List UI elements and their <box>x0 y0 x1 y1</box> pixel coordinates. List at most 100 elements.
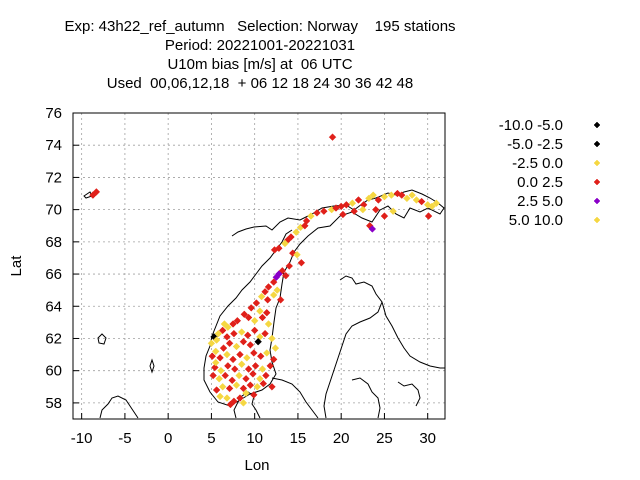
station-marker <box>211 363 219 372</box>
station-marker <box>235 371 243 380</box>
station-marker <box>230 329 238 338</box>
legend-marker <box>593 140 601 148</box>
station-marker <box>273 286 281 294</box>
grid-lines <box>73 112 445 419</box>
station-marker <box>387 191 396 199</box>
station-marker <box>297 259 306 267</box>
coastline-sweden-south <box>271 377 319 419</box>
station-marker <box>92 188 101 196</box>
legend-marker <box>593 216 601 224</box>
station-marker <box>256 374 264 383</box>
legend-label: 2.5 5.0 <box>517 193 563 210</box>
legend-marker <box>593 197 601 205</box>
station-marker <box>268 383 276 391</box>
station-marker <box>261 329 269 338</box>
station-marker <box>350 207 358 215</box>
station-marker <box>257 292 266 301</box>
station-marker <box>271 344 280 352</box>
station-marker <box>328 133 337 141</box>
x-tick-label: 0 <box>164 430 172 447</box>
station-marker <box>372 205 380 214</box>
y-tick-label: 66 <box>45 266 62 283</box>
station-marker <box>242 389 250 397</box>
station-marker <box>207 339 216 348</box>
y-tick-label: 74 <box>45 137 62 154</box>
station-marker <box>225 384 234 393</box>
y-tick-label: 64 <box>45 298 62 315</box>
station-marker <box>354 196 363 204</box>
station-marker <box>225 339 234 348</box>
x-tick-label: -10 <box>71 430 93 447</box>
station-marker <box>359 205 367 214</box>
station-marker <box>247 304 255 312</box>
station-marker <box>239 384 248 393</box>
station-marker <box>229 320 237 328</box>
x-tick-label: 5 <box>207 430 215 447</box>
station-marker <box>250 391 258 399</box>
station-marker <box>232 342 241 351</box>
y-tick-label: 58 <box>45 395 62 412</box>
station-marker <box>412 196 421 204</box>
x-tick-label: 10 <box>246 430 263 447</box>
station-marker <box>301 221 309 230</box>
station-marker <box>293 250 301 259</box>
station-marker <box>254 337 262 346</box>
station-marker <box>276 296 285 304</box>
station-marker <box>369 191 377 199</box>
station-marker <box>263 308 271 317</box>
coastline-norway <box>203 189 445 407</box>
station-marker <box>269 278 278 286</box>
station-marker <box>253 383 262 391</box>
station-marker <box>246 341 255 349</box>
legend-label: -2.5 0.0 <box>512 155 563 172</box>
station-marker <box>208 352 217 360</box>
coastline-shetland <box>149 358 155 374</box>
station-marker <box>292 228 300 236</box>
station-marker <box>256 307 264 315</box>
station-marker <box>272 273 281 282</box>
station-marker <box>243 354 251 362</box>
title-line-1: Exp: 43h22_ref_autumn Selection: Norway … <box>64 18 456 35</box>
station-marker <box>262 371 270 380</box>
station-marker <box>244 313 253 322</box>
station-marker <box>282 271 290 280</box>
station-marker <box>224 362 232 370</box>
coastline-faroe <box>97 333 107 345</box>
plot-title: Exp: 43h22_ref_autumn Selection: Norway … <box>0 17 520 93</box>
station-marker <box>237 360 246 368</box>
y-tick-label: 60 <box>45 363 62 380</box>
station-marker <box>211 358 220 367</box>
legend-label: -5.0 -2.5 <box>507 136 563 153</box>
x-axis-ticks: -10 -5 0 5 10 15 20 25 30 <box>71 413 436 447</box>
station-marker <box>258 365 267 373</box>
station-marker <box>389 207 397 215</box>
x-tick-label: -5 <box>118 430 131 447</box>
station-marker <box>342 201 351 209</box>
station-marker <box>263 296 272 304</box>
station-marker <box>285 262 294 270</box>
y-tick-label: 72 <box>45 169 62 186</box>
coastline-estonia <box>397 381 421 407</box>
station-marker <box>251 362 260 370</box>
station-marker <box>216 392 224 401</box>
station-marker <box>221 371 230 380</box>
y-tick-label: 62 <box>45 330 62 347</box>
station-marker <box>417 197 426 206</box>
station-marker <box>249 370 257 378</box>
station-marker <box>428 202 436 211</box>
station-marker <box>217 366 225 375</box>
station-marker <box>252 299 261 307</box>
station-marker <box>374 196 383 204</box>
station-marker <box>320 207 328 215</box>
station-marker <box>339 210 347 219</box>
coastline-scotland <box>99 395 139 419</box>
station-marker <box>380 212 389 220</box>
station-marker <box>236 350 244 359</box>
legend: -10.0 -5.0 -5.0 -2.5 -2.5 0.0 0.0 2.5 2.5 5.… <box>499 117 601 229</box>
y-tick-label: 70 <box>45 202 62 219</box>
station-marker <box>250 326 259 335</box>
station-marker <box>246 381 255 389</box>
station-marker <box>261 288 269 296</box>
station-marker <box>275 244 283 253</box>
